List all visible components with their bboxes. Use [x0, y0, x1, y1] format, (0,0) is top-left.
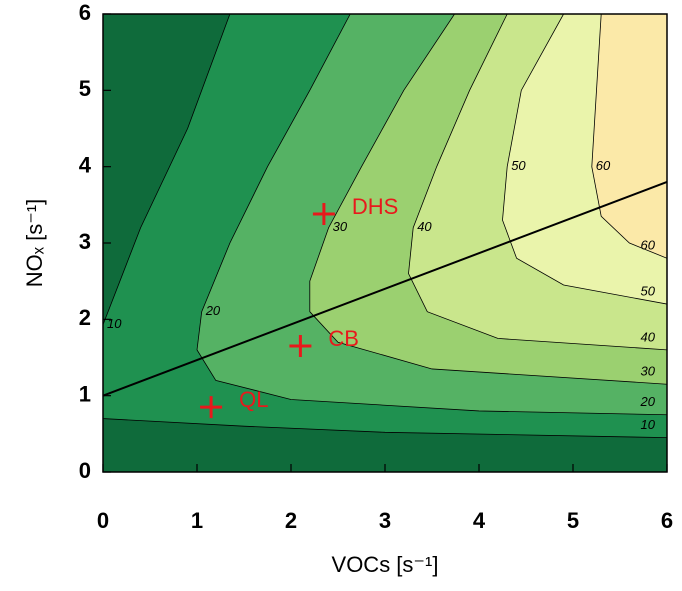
- contour-label: 40: [641, 329, 656, 344]
- contour-line: [502, 14, 667, 305]
- x-tick-label: 2: [285, 508, 297, 533]
- x-tick-label: 6: [661, 508, 673, 533]
- y-tick-label: 4: [79, 152, 92, 177]
- y-tick-label: 0: [79, 458, 91, 483]
- x-tick-label: 4: [473, 508, 486, 533]
- contour-line: [408, 14, 667, 351]
- contour-line: [309, 14, 667, 385]
- contour-label: 10: [107, 316, 122, 331]
- y-tick-label: 5: [79, 76, 91, 101]
- contour-region: [591, 14, 667, 259]
- y-tick-label: 1: [79, 381, 91, 406]
- point-marker: [200, 396, 223, 419]
- x-tick-label: 1: [191, 508, 203, 533]
- point-marker: [289, 335, 312, 358]
- contour-label: 10: [641, 417, 656, 432]
- contour-label: 60: [596, 158, 611, 173]
- x-tick-label: 0: [97, 508, 109, 533]
- contour-label: 20: [640, 394, 656, 409]
- contour-label: 60: [641, 238, 656, 253]
- contour-line: [103, 14, 667, 439]
- contour-label: 50: [511, 158, 526, 173]
- regime-line: [102, 180, 668, 397]
- x-axis-label: VOCs [s⁻¹]: [332, 552, 439, 577]
- point-label: QL: [239, 387, 268, 412]
- y-tick-label: 6: [79, 0, 91, 25]
- x-tick-label: 5: [567, 508, 579, 533]
- contour-label: 30: [641, 364, 656, 379]
- y-axis-label: NOₓ [s⁻¹]: [22, 199, 47, 288]
- contour-line: [196, 14, 667, 416]
- point-label: DHS: [352, 194, 398, 219]
- y-tick-label: 3: [79, 229, 91, 254]
- point-marker: [312, 202, 335, 225]
- y-tick-label: 2: [79, 305, 91, 330]
- contour-label: 40: [417, 219, 432, 234]
- x-tick-label: 3: [379, 508, 391, 533]
- contour-label: 50: [641, 284, 656, 299]
- contour-label: 20: [205, 303, 221, 318]
- contour-line: [591, 14, 667, 259]
- point-label: CB: [328, 326, 359, 351]
- contour-label: 30: [333, 219, 348, 234]
